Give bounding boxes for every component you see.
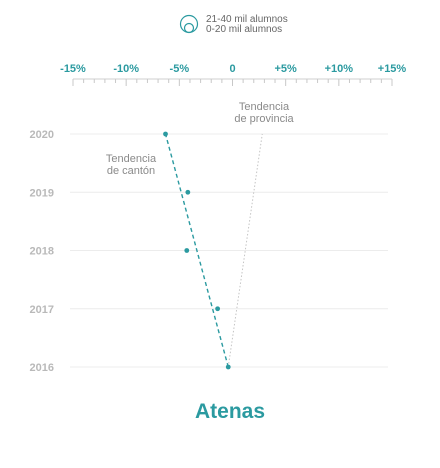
province-trend-line [227, 133, 263, 368]
x-tick-label: +15% [378, 63, 407, 75]
trend-lines [164, 133, 263, 368]
canton-annotation-line-1: Tendencia [106, 153, 157, 165]
province-annotation-line-2: de provincia [234, 113, 294, 125]
year-label: 2020 [30, 129, 54, 141]
year-label: 2017 [30, 304, 54, 316]
x-tick-label: +10% [325, 63, 354, 75]
data-point [163, 131, 168, 137]
x-tick-label: -5% [170, 63, 190, 75]
year-label: 2019 [30, 187, 54, 199]
x-tick-label: +5% [275, 63, 298, 75]
legend-inner-circle-icon [183, 22, 195, 34]
x-axis: -15% -10% -5% 0 +5% +10% +15% [60, 63, 406, 86]
data-point [185, 189, 191, 195]
canton-trend-line [164, 133, 229, 368]
legend-entry-large: 21-40 mil alumnos [206, 14, 288, 25]
year-label: 2016 [30, 362, 54, 374]
legend: 21-40 mil alumnos 0-20 mil alumnos [179, 14, 288, 35]
legend-entry-small: 0-20 mil alumnos [206, 24, 282, 35]
data-points [163, 131, 231, 370]
canton-annotation-line-2: de cantón [107, 165, 155, 177]
x-tick-label: -15% [60, 63, 86, 75]
province-annotation-line-1: Tendencia [239, 101, 290, 113]
x-tick-label: -10% [113, 63, 139, 75]
x-tick-label: 0 [229, 63, 235, 75]
data-point [215, 306, 221, 312]
annotations: Tendencia de provincia Tendencia de cant… [106, 101, 295, 177]
year-label: 2018 [30, 246, 54, 258]
y-axis: 2020 2019 2018 2017 2016 [30, 129, 54, 374]
chart-title: Atenas [195, 400, 265, 423]
data-point [225, 364, 231, 370]
data-point [184, 248, 190, 253]
